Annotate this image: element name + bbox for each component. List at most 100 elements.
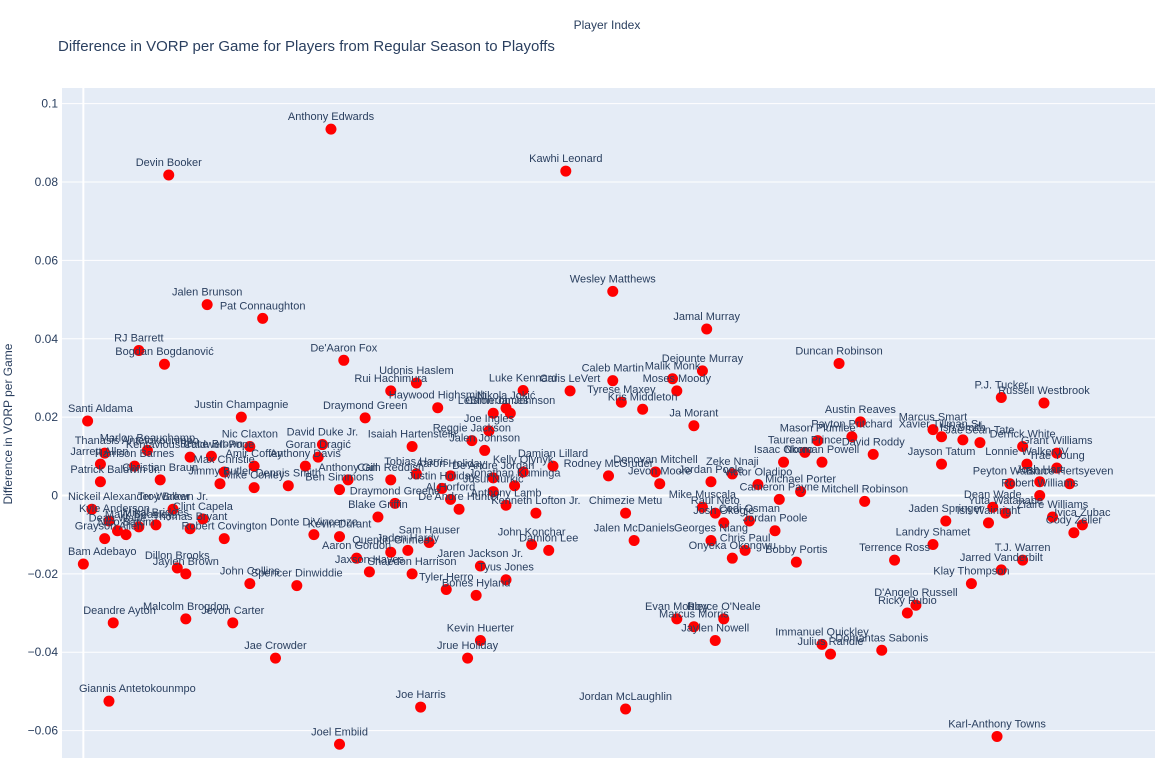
point-label: Klay Thompson (933, 566, 1009, 578)
data-points (77, 123, 1088, 750)
data-point (462, 652, 474, 664)
point-label: David Duke Jr. (287, 427, 359, 439)
data-point (504, 407, 516, 419)
data-point (696, 365, 708, 377)
point-label: Bones Hyland (442, 577, 511, 589)
point-label: Thomas Bryant (153, 511, 228, 523)
data-point (543, 544, 555, 556)
data-point (607, 285, 619, 297)
data-point (846, 431, 858, 443)
data-point (790, 556, 802, 568)
data-point (1068, 527, 1080, 539)
point-label: Ivica Zubac (1054, 507, 1111, 519)
y-tick-label: 0 (51, 488, 58, 502)
data-point (351, 552, 363, 564)
point-label: Isaiah Hartenstein (368, 429, 457, 441)
point-label: Robert Covington (181, 521, 267, 533)
data-point (564, 385, 576, 397)
point-label: Jrue Holiday (437, 640, 499, 652)
point-label: Kenneth Lofton Jr. (491, 495, 580, 507)
data-point (991, 730, 1003, 742)
point-label: Sam Hauser (399, 525, 460, 537)
data-point (995, 564, 1007, 576)
point-label: Karl-Anthony Towns (948, 718, 1046, 730)
y-tick-label: −0.06 (28, 724, 59, 738)
data-point (133, 521, 145, 533)
data-point (995, 392, 1007, 404)
data-point (415, 701, 427, 713)
point-label: Giannis Antetokounmpo (79, 683, 196, 695)
data-point (910, 599, 922, 611)
data-point (158, 358, 170, 370)
data-point (440, 584, 452, 596)
data-point (500, 499, 512, 511)
point-label: Jimmy Butler (188, 466, 252, 478)
point-label: Jayson Tatum (908, 446, 976, 458)
data-point (795, 486, 807, 498)
data-point (726, 552, 738, 564)
data-point (1051, 447, 1063, 459)
point-label: Malik Beasley (105, 509, 173, 521)
point-label: Raul Neto (691, 495, 740, 507)
point-label: Grayson Allen (75, 521, 143, 533)
point-label: Immanuel Quickley (775, 626, 869, 638)
point-label: Anthony Lamb (471, 487, 542, 499)
data-point (112, 525, 124, 537)
data-point (406, 568, 418, 580)
point-label: Duncan Robinson (795, 345, 882, 357)
data-point (184, 451, 196, 463)
point-label: Jaylen Nowell (681, 622, 749, 634)
point-label: Derrick White (990, 429, 1056, 441)
data-point (410, 377, 422, 389)
point-label: Chris Paul (720, 532, 771, 544)
point-label: Nikola Jokić (477, 390, 536, 402)
point-label: Jordan Poole (743, 513, 808, 525)
data-point (227, 617, 239, 629)
data-point (257, 312, 269, 324)
data-point (927, 538, 939, 550)
point-label: Wesley Matthews (570, 273, 656, 285)
data-point (987, 501, 999, 513)
data-point (474, 634, 486, 646)
point-label: Christian Braun (122, 462, 198, 474)
data-point (517, 384, 529, 396)
grid-lines (62, 88, 1155, 758)
point-label: Cody Zeller (1046, 515, 1103, 527)
point-label: De'Aaron Fox (310, 342, 377, 354)
point-label: Jae'Sean Tate (945, 425, 1014, 437)
data-point (517, 466, 529, 478)
point-label: Blake Griffin (348, 499, 408, 511)
point-label: Onyeka Okongwu (689, 540, 776, 552)
data-point (180, 568, 192, 580)
point-label: Yuta Watanabe (968, 495, 1043, 507)
data-point (773, 493, 785, 505)
data-point (77, 558, 89, 570)
point-label: Jevon Carter (201, 605, 264, 617)
data-point (867, 448, 879, 460)
data-point (436, 482, 448, 494)
point-label: Jalen Brunson (172, 287, 242, 299)
point-label: David Roddy (842, 436, 905, 448)
point-label: Mike Muscala (669, 489, 737, 501)
y-tick-label: 0.04 (35, 332, 59, 346)
data-point (474, 560, 486, 572)
point-label: P.J. Tucker (974, 380, 1028, 392)
point-label: Max Christie (194, 454, 255, 466)
data-point (718, 517, 730, 529)
point-label: Haywood Highsmith (389, 390, 487, 402)
point-label: Reggie Jackson (433, 423, 511, 435)
data-point (150, 519, 162, 531)
data-point (1038, 397, 1050, 409)
point-label: Julius Randle (797, 636, 863, 648)
data-point (1034, 476, 1046, 488)
point-label: D'Angelo Russell (874, 587, 957, 599)
data-point (167, 503, 179, 515)
data-point (688, 621, 700, 633)
data-point (667, 373, 679, 385)
point-label: Goran Dragić (285, 439, 351, 451)
data-point (163, 169, 175, 181)
point-label: Jaren Jackson Jr. (438, 548, 524, 560)
data-point (342, 474, 354, 486)
point-label: Isaac Okoro (754, 444, 813, 456)
chart-title: Difference in VORP per Game for Players … (58, 38, 555, 55)
